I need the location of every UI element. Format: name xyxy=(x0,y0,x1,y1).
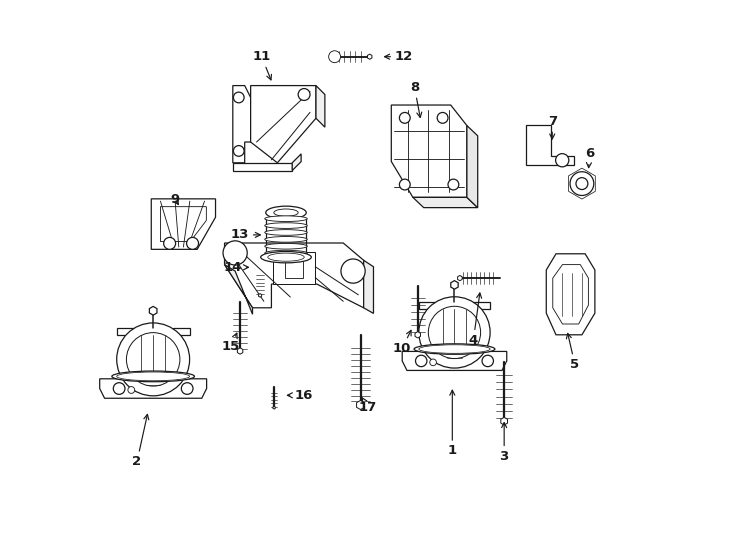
Circle shape xyxy=(415,355,427,367)
Circle shape xyxy=(570,172,594,195)
Circle shape xyxy=(186,238,198,249)
Text: 1: 1 xyxy=(448,390,457,457)
Polygon shape xyxy=(172,328,189,335)
Polygon shape xyxy=(402,352,506,370)
Polygon shape xyxy=(440,301,469,313)
Polygon shape xyxy=(467,126,478,208)
Circle shape xyxy=(181,383,193,394)
Polygon shape xyxy=(391,105,467,197)
Circle shape xyxy=(448,179,459,190)
Ellipse shape xyxy=(419,345,490,353)
Polygon shape xyxy=(415,332,421,338)
Circle shape xyxy=(399,112,410,123)
Text: 15: 15 xyxy=(222,333,240,353)
Text: 5: 5 xyxy=(567,333,579,371)
Polygon shape xyxy=(501,417,507,425)
Circle shape xyxy=(556,154,569,167)
Ellipse shape xyxy=(265,230,308,235)
Text: 8: 8 xyxy=(410,81,422,118)
Polygon shape xyxy=(473,301,490,309)
Polygon shape xyxy=(526,125,573,165)
Ellipse shape xyxy=(261,252,311,263)
Polygon shape xyxy=(161,207,206,241)
Circle shape xyxy=(419,297,490,368)
Ellipse shape xyxy=(268,253,304,261)
Circle shape xyxy=(164,238,175,249)
Text: 4: 4 xyxy=(469,293,482,347)
Polygon shape xyxy=(457,275,462,281)
Circle shape xyxy=(437,112,448,123)
Polygon shape xyxy=(225,243,363,308)
Text: 14: 14 xyxy=(224,261,248,274)
Polygon shape xyxy=(419,301,435,309)
Polygon shape xyxy=(233,85,250,163)
Polygon shape xyxy=(316,85,325,127)
Circle shape xyxy=(117,323,189,396)
Circle shape xyxy=(482,355,493,367)
Circle shape xyxy=(430,359,437,366)
Polygon shape xyxy=(273,252,316,284)
Ellipse shape xyxy=(265,251,308,256)
Ellipse shape xyxy=(266,206,306,219)
Circle shape xyxy=(126,333,180,386)
Text: 11: 11 xyxy=(252,50,272,80)
Polygon shape xyxy=(368,54,372,59)
Polygon shape xyxy=(100,379,206,399)
Circle shape xyxy=(429,306,481,359)
Circle shape xyxy=(113,383,125,394)
Text: 16: 16 xyxy=(288,389,313,402)
Polygon shape xyxy=(150,306,157,315)
Polygon shape xyxy=(117,328,134,335)
Ellipse shape xyxy=(265,237,308,242)
Circle shape xyxy=(448,355,460,367)
Polygon shape xyxy=(273,407,275,409)
Ellipse shape xyxy=(117,372,189,381)
Text: 10: 10 xyxy=(393,330,411,355)
Polygon shape xyxy=(225,265,252,314)
Circle shape xyxy=(223,241,247,265)
Polygon shape xyxy=(139,328,168,340)
Polygon shape xyxy=(258,294,261,297)
Polygon shape xyxy=(357,401,365,409)
Ellipse shape xyxy=(112,371,195,382)
Polygon shape xyxy=(363,260,374,313)
Circle shape xyxy=(148,383,159,394)
Text: 2: 2 xyxy=(132,414,149,468)
Polygon shape xyxy=(553,265,589,324)
Text: 3: 3 xyxy=(500,423,509,463)
Circle shape xyxy=(128,387,135,393)
Polygon shape xyxy=(451,281,458,289)
Ellipse shape xyxy=(414,344,495,354)
Text: 13: 13 xyxy=(231,228,261,241)
Circle shape xyxy=(233,92,244,103)
Circle shape xyxy=(399,179,410,190)
Ellipse shape xyxy=(265,244,308,249)
Ellipse shape xyxy=(265,222,308,228)
Polygon shape xyxy=(151,199,216,249)
Polygon shape xyxy=(237,348,243,354)
Polygon shape xyxy=(285,256,303,278)
Text: 6: 6 xyxy=(585,147,594,167)
Circle shape xyxy=(341,259,365,283)
Circle shape xyxy=(576,178,588,190)
Text: 7: 7 xyxy=(548,115,557,139)
Ellipse shape xyxy=(274,209,298,216)
Circle shape xyxy=(298,89,310,100)
Text: 17: 17 xyxy=(359,397,377,414)
Circle shape xyxy=(233,146,244,156)
Polygon shape xyxy=(250,85,316,163)
Circle shape xyxy=(329,51,341,63)
Ellipse shape xyxy=(265,216,308,221)
Polygon shape xyxy=(413,197,478,208)
Text: 9: 9 xyxy=(171,193,180,206)
Text: 12: 12 xyxy=(385,50,413,63)
Polygon shape xyxy=(546,254,595,335)
Polygon shape xyxy=(233,163,292,171)
Polygon shape xyxy=(292,154,301,171)
